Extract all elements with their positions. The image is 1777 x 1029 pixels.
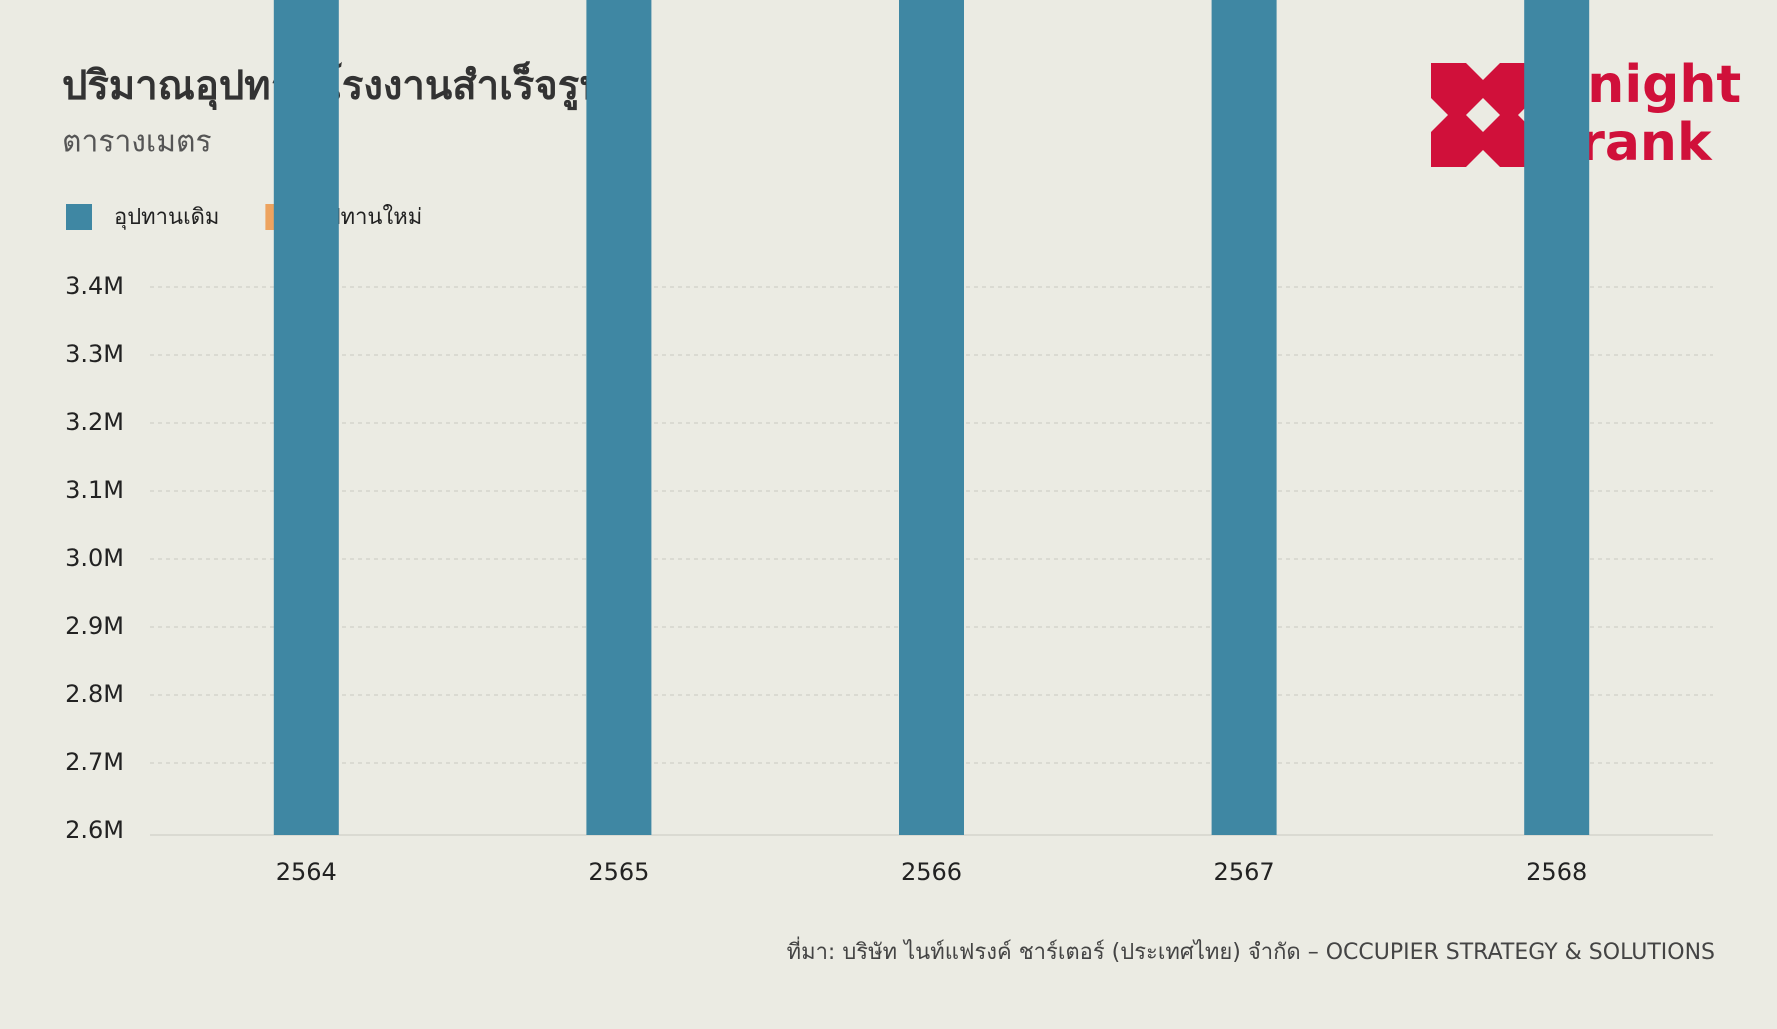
bar-segment [899, 0, 964, 836]
bar-segment [586, 0, 652, 835]
y-tick-label: 3.3M [65, 340, 124, 368]
y-tick-label: 2.6M [65, 816, 124, 844]
x-tick-label: 2565 [588, 858, 649, 886]
y-tick-label: 3.2M [65, 408, 124, 436]
x-tick-label: 2567 [1214, 858, 1275, 886]
y-tick-label: 2.9M [65, 612, 124, 640]
y-tick-label: 2.8M [65, 680, 124, 708]
bar-segment [1524, 0, 1590, 835]
x-tick-label: 2564 [276, 858, 337, 886]
source-note: ที่มา: บริษัท ไนท์แฟรงค์ ชาร์เตอร์ (ประเ… [787, 936, 1715, 965]
bar-segment [1211, 0, 1277, 835]
logo-notch [1431, 98, 1448, 132]
logo-notch [1466, 98, 1500, 132]
y-tick-label: 3.4M [65, 272, 124, 300]
chart-subtitle: ตารางเมตร [62, 125, 212, 160]
x-tick-label: 2566 [901, 858, 962, 886]
y-tick-label: 3.1M [65, 476, 124, 504]
legend-swatch [66, 204, 92, 230]
y-tick-label: 3.0M [65, 544, 124, 572]
logo-notch [1466, 150, 1500, 167]
logo-notch [1466, 63, 1500, 80]
x-tick-label: 2568 [1526, 858, 1587, 886]
legend-label: อุปทานเดิม [114, 205, 219, 230]
y-tick-label: 2.7M [65, 748, 124, 776]
bar-segment [273, 0, 339, 835]
